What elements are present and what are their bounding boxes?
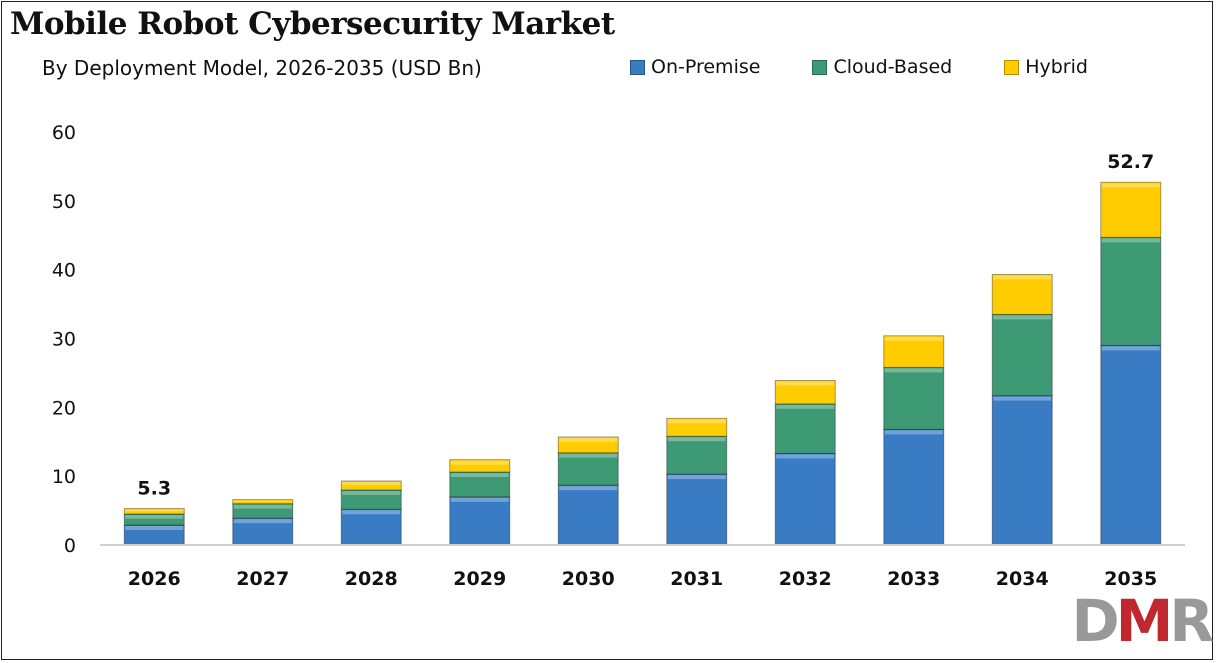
x-tick-label: 2030 xyxy=(562,568,615,590)
bar-bevel xyxy=(1101,183,1160,188)
bar-bevel xyxy=(233,519,292,524)
bar-bevel xyxy=(884,430,943,435)
bar-segment-hybrid xyxy=(666,417,728,437)
bar-bevel xyxy=(559,453,618,458)
bar-segment-cloud-based xyxy=(991,313,1053,397)
bar-segment-on-premise xyxy=(232,517,294,546)
bar-bevel xyxy=(233,504,292,509)
bar-bevel xyxy=(450,497,509,502)
x-tick-label: 2033 xyxy=(887,568,940,590)
bar-segment-on-premise xyxy=(340,508,402,546)
bar-bevel xyxy=(1101,238,1160,243)
bar-bevel xyxy=(776,454,835,459)
bar-segment-hybrid xyxy=(340,480,402,491)
bar-bevel xyxy=(993,275,1052,280)
bar-bevel xyxy=(993,315,1052,320)
bar-bevel xyxy=(450,460,509,465)
bar-bevel xyxy=(884,336,943,341)
bar-segment-hybrid xyxy=(232,499,294,505)
bar-bevel xyxy=(776,404,835,409)
bar-bevel xyxy=(125,526,184,531)
legend-swatch xyxy=(630,59,645,75)
y-tick-label: 10 xyxy=(52,466,76,488)
bar-bevel xyxy=(1101,346,1160,351)
bar-segment-on-premise xyxy=(1100,344,1162,546)
bar-bevel xyxy=(993,396,1052,401)
bar-bevel xyxy=(125,509,184,512)
bar-bevel xyxy=(667,475,726,480)
legend-item-cloud-based: Cloud-Based xyxy=(812,56,952,78)
bar-bevel xyxy=(342,490,401,495)
bar-bevel xyxy=(776,381,835,386)
x-tick-label: 2031 xyxy=(670,568,723,590)
y-tick-label: 50 xyxy=(52,191,76,213)
bar-bevel xyxy=(233,500,292,502)
y-tick-label: 60 xyxy=(52,122,76,144)
dmr-logo: DMR xyxy=(1071,587,1214,655)
bar-segment-cloud-based xyxy=(774,403,836,454)
bar-segment-on-premise xyxy=(449,496,511,546)
bar-bevel xyxy=(667,437,726,442)
y-tick-label: 30 xyxy=(52,329,76,351)
bar-segment-cloud-based xyxy=(883,366,945,430)
bar-segment-hybrid xyxy=(991,273,1053,315)
bar-segment-cloud-based xyxy=(666,435,728,475)
bar-segment-hybrid xyxy=(883,335,945,368)
legend-item-on-premise: On-Premise xyxy=(630,56,760,78)
x-tick-label: 2035 xyxy=(1104,568,1157,590)
legend-swatch xyxy=(1004,59,1020,75)
bar-segment-hybrid xyxy=(557,436,619,454)
bar-segment-on-premise xyxy=(666,473,728,546)
bar-bevel xyxy=(342,481,401,485)
x-tick-label: 2032 xyxy=(779,568,832,590)
bar-bevel xyxy=(450,473,509,478)
bar-bevel xyxy=(559,486,618,491)
legend-label: On-Premise xyxy=(651,56,761,78)
bar-bevel xyxy=(559,437,618,442)
bar-segment-hybrid xyxy=(449,459,511,473)
bar-bevel xyxy=(884,368,943,373)
y-tick-label: 20 xyxy=(52,397,76,419)
x-tick-label: 2027 xyxy=(236,568,289,590)
bar-segment-cloud-based xyxy=(1100,236,1162,346)
legend-label: Cloud-Based xyxy=(833,56,953,78)
chart-subtitle: By Deployment Model, 2026-2035 (USD Bn) xyxy=(42,56,482,80)
bar-segment-hybrid xyxy=(774,379,836,405)
bar-bevel xyxy=(667,419,726,424)
y-tick-label: 40 xyxy=(52,260,76,282)
bar-segment-hybrid xyxy=(123,508,185,515)
x-tick-label: 2026 xyxy=(128,568,181,590)
bar-segment-cloud-based xyxy=(557,452,619,486)
chart-title: Mobile Robot Cybersecurity Market xyxy=(10,6,615,42)
data-label: 5.3 xyxy=(137,478,171,500)
bar-bevel xyxy=(342,510,401,515)
bar-segment-on-premise xyxy=(991,395,1053,546)
x-tick-label: 2034 xyxy=(996,568,1049,590)
legend-swatch xyxy=(812,59,828,75)
bar-segment-on-premise xyxy=(883,428,945,546)
legend-label: Hybrid xyxy=(1025,56,1088,78)
x-tick-label: 2029 xyxy=(453,568,506,590)
bar-segment-on-premise xyxy=(557,484,619,546)
bar-segment-hybrid xyxy=(1100,181,1162,238)
legend-item-hybrid: Hybrid xyxy=(1004,56,1088,78)
bar-segment-on-premise xyxy=(774,452,836,546)
legend: On-Premise Cloud-Based Hybrid xyxy=(630,56,1140,78)
bar-bevel xyxy=(125,515,184,519)
x-tick-label: 2028 xyxy=(345,568,398,590)
data-label: 52.7 xyxy=(1107,151,1154,173)
y-tick-label: 0 xyxy=(64,535,76,557)
